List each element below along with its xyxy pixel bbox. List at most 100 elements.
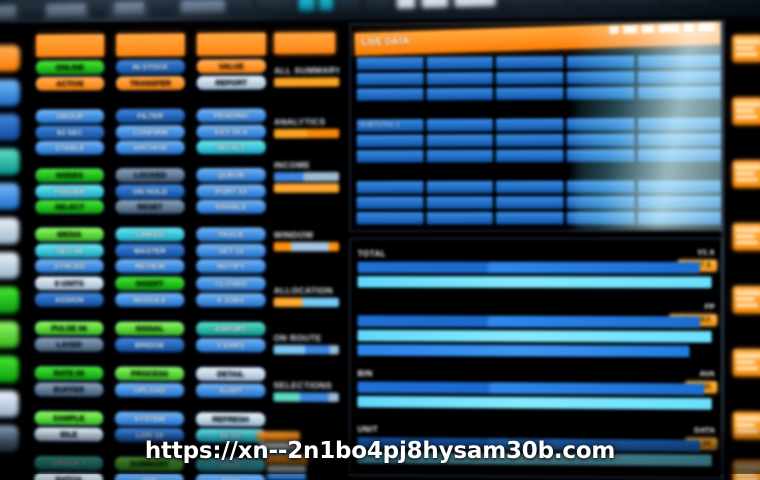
badge-pill[interactable]: SELECT: [35, 200, 104, 214]
table-cell[interactable]: [426, 118, 494, 132]
table-cell[interactable]: [426, 212, 494, 225]
badge-pill[interactable]: CONFIRM: [115, 124, 185, 139]
metric-label-column[interactable]: ALL SUMMARY ANALYTICS INCOME WINDOW ALLOCATI…: [273, 28, 341, 480]
table-cell[interactable]: [356, 88, 424, 101]
table-cell[interactable]: [426, 180, 494, 194]
badge-pill[interactable]: ARCHIVE: [115, 140, 185, 155]
table-cell[interactable]: [356, 181, 424, 194]
table-cell[interactable]: [426, 196, 494, 209]
progress-bar[interactable]: [357, 276, 712, 289]
table-header-control[interactable]: [683, 23, 695, 32]
table-cell[interactable]: [496, 149, 564, 163]
badge-pill[interactable]: INSERT: [115, 276, 185, 291]
table-cell[interactable]: [496, 211, 564, 225]
badge-pill[interactable]: LINKED: [115, 227, 185, 242]
table-cell[interactable]: [566, 71, 635, 85]
table-row[interactable]: [356, 70, 723, 86]
document-card-icon[interactable]: [732, 97, 760, 125]
badge-pill[interactable]: FILTER: [115, 109, 185, 123]
progress-bar[interactable]: [357, 315, 701, 328]
metric-group[interactable]: ALL SUMMARY: [273, 65, 339, 89]
badge-pill[interactable]: BRIDGE: [115, 337, 185, 352]
table-cell[interactable]: [566, 55, 635, 69]
badge-pill[interactable]: 9 JOBS: [196, 292, 266, 307]
document-card-strip[interactable]: [721, 20, 760, 480]
badge-pill[interactable]: 63 SEC: [35, 125, 104, 139]
badge-pill[interactable]: [0, 217, 20, 245]
table-row[interactable]: [356, 86, 723, 101]
badge-pill[interactable]: [0, 113, 20, 141]
badge-pill[interactable]: KEY 04 A: [196, 124, 266, 139]
table-cell[interactable]: [637, 54, 723, 69]
table-cell[interactable]: [496, 134, 564, 147]
table-header-controls[interactable]: [609, 22, 716, 35]
table-cell[interactable]: [566, 133, 635, 147]
table-cell[interactable]: [426, 149, 494, 163]
table-cell[interactable]: [637, 117, 723, 131]
table-cell[interactable]: [356, 57, 424, 71]
badge-pill[interactable]: IN STOCK: [116, 59, 185, 74]
status-badge-grid[interactable]: ONLINE ACTIVE GROUP 63 SEC STABLE NODES FEEDER…: [34, 29, 266, 480]
badge-pill[interactable]: PULSE 06: [35, 321, 104, 336]
metric-group[interactable]: ON ROUTE: [273, 333, 339, 357]
badge-pill[interactable]: AUDIT: [196, 383, 266, 397]
table-cell[interactable]: [356, 134, 424, 148]
table-cell[interactable]: [566, 118, 635, 131]
badge-pill[interactable]: SIGNAL: [115, 321, 185, 336]
badge-pill[interactable]: PROCESS: [115, 366, 184, 381]
badge-pill[interactable]: [0, 183, 20, 210]
table-cell[interactable]: [426, 72, 494, 86]
badge-pill[interactable]: QUEUE: [196, 168, 266, 182]
badge-pill[interactable]: [0, 355, 19, 383]
badge-pill[interactable]: REPORT: [196, 75, 266, 90]
badge-pill[interactable]: STABLE: [35, 141, 104, 155]
badge-pill[interactable]: TRACE: [196, 227, 266, 242]
badge-pill[interactable]: RATE 00: [34, 366, 104, 381]
table-cell[interactable]: [356, 212, 424, 225]
metric-group[interactable]: ALLOCATION: [273, 285, 340, 309]
metric-group[interactable]: INCOME: [273, 160, 340, 195]
badge-pill[interactable]: PORT 03: [196, 184, 266, 198]
progress-bar[interactable]: [357, 381, 705, 395]
table-cell[interactable]: [426, 56, 494, 70]
badge-pill[interactable]: BATCH: [34, 472, 103, 480]
badge-pill[interactable]: UPLOAD: [115, 382, 184, 397]
table-header-control[interactable]: [658, 23, 680, 33]
table-cell[interactable]: [566, 196, 635, 209]
document-card-icon[interactable]: [732, 34, 760, 63]
table-cell[interactable]: [566, 86, 635, 100]
badge-pill[interactable]: SET 12: [196, 243, 266, 257]
badge-pill[interactable]: SAMPLE: [34, 411, 104, 426]
badge-column-header[interactable]: [116, 33, 185, 57]
badge-pill[interactable]: TRANSFER: [116, 75, 185, 90]
badge-pill[interactable]: 0 ERRS: [196, 337, 266, 352]
table-cell[interactable]: [637, 180, 723, 194]
badge-pill[interactable]: [0, 148, 20, 176]
table-cell[interactable]: [496, 180, 564, 194]
table-cell[interactable]: [356, 150, 424, 163]
table-header-control[interactable]: [609, 25, 619, 35]
table-cell[interactable]: [426, 134, 494, 147]
badge-pill[interactable]: [0, 286, 20, 314]
table-cell[interactable]: [637, 70, 723, 84]
table-cell[interactable]: [566, 180, 635, 194]
badge-pill[interactable]: MODULE: [115, 292, 185, 307]
badge-pill[interactable]: CLOSED: [196, 276, 266, 291]
table-row[interactable]: [356, 211, 723, 225]
document-card-icon[interactable]: [732, 223, 760, 251]
table-cell[interactable]: SUBTOTAL 1: [356, 119, 424, 132]
badge-pill[interactable]: NOTIFY: [196, 259, 266, 273]
badge-pill[interactable]: ONLINE: [35, 60, 105, 75]
table-cell[interactable]: [496, 196, 564, 209]
table-cell[interactable]: [637, 86, 723, 100]
badge-pill[interactable]: [0, 390, 19, 418]
table-row[interactable]: [356, 148, 723, 163]
badge-pill[interactable]: [0, 252, 20, 279]
records-table-panel[interactable]: LIVE DATA SUBTOTAL 1: [349, 20, 723, 232]
badge-pill[interactable]: PENDING: [196, 108, 266, 123]
badge-pill[interactable]: SEG 99: [35, 243, 104, 257]
metric-column-header[interactable]: [274, 32, 336, 55]
badge-pill[interactable]: SYNCED: [35, 259, 104, 273]
badge-pill[interactable]: DETAIL: [196, 367, 266, 381]
document-card-icon[interactable]: [732, 160, 760, 188]
